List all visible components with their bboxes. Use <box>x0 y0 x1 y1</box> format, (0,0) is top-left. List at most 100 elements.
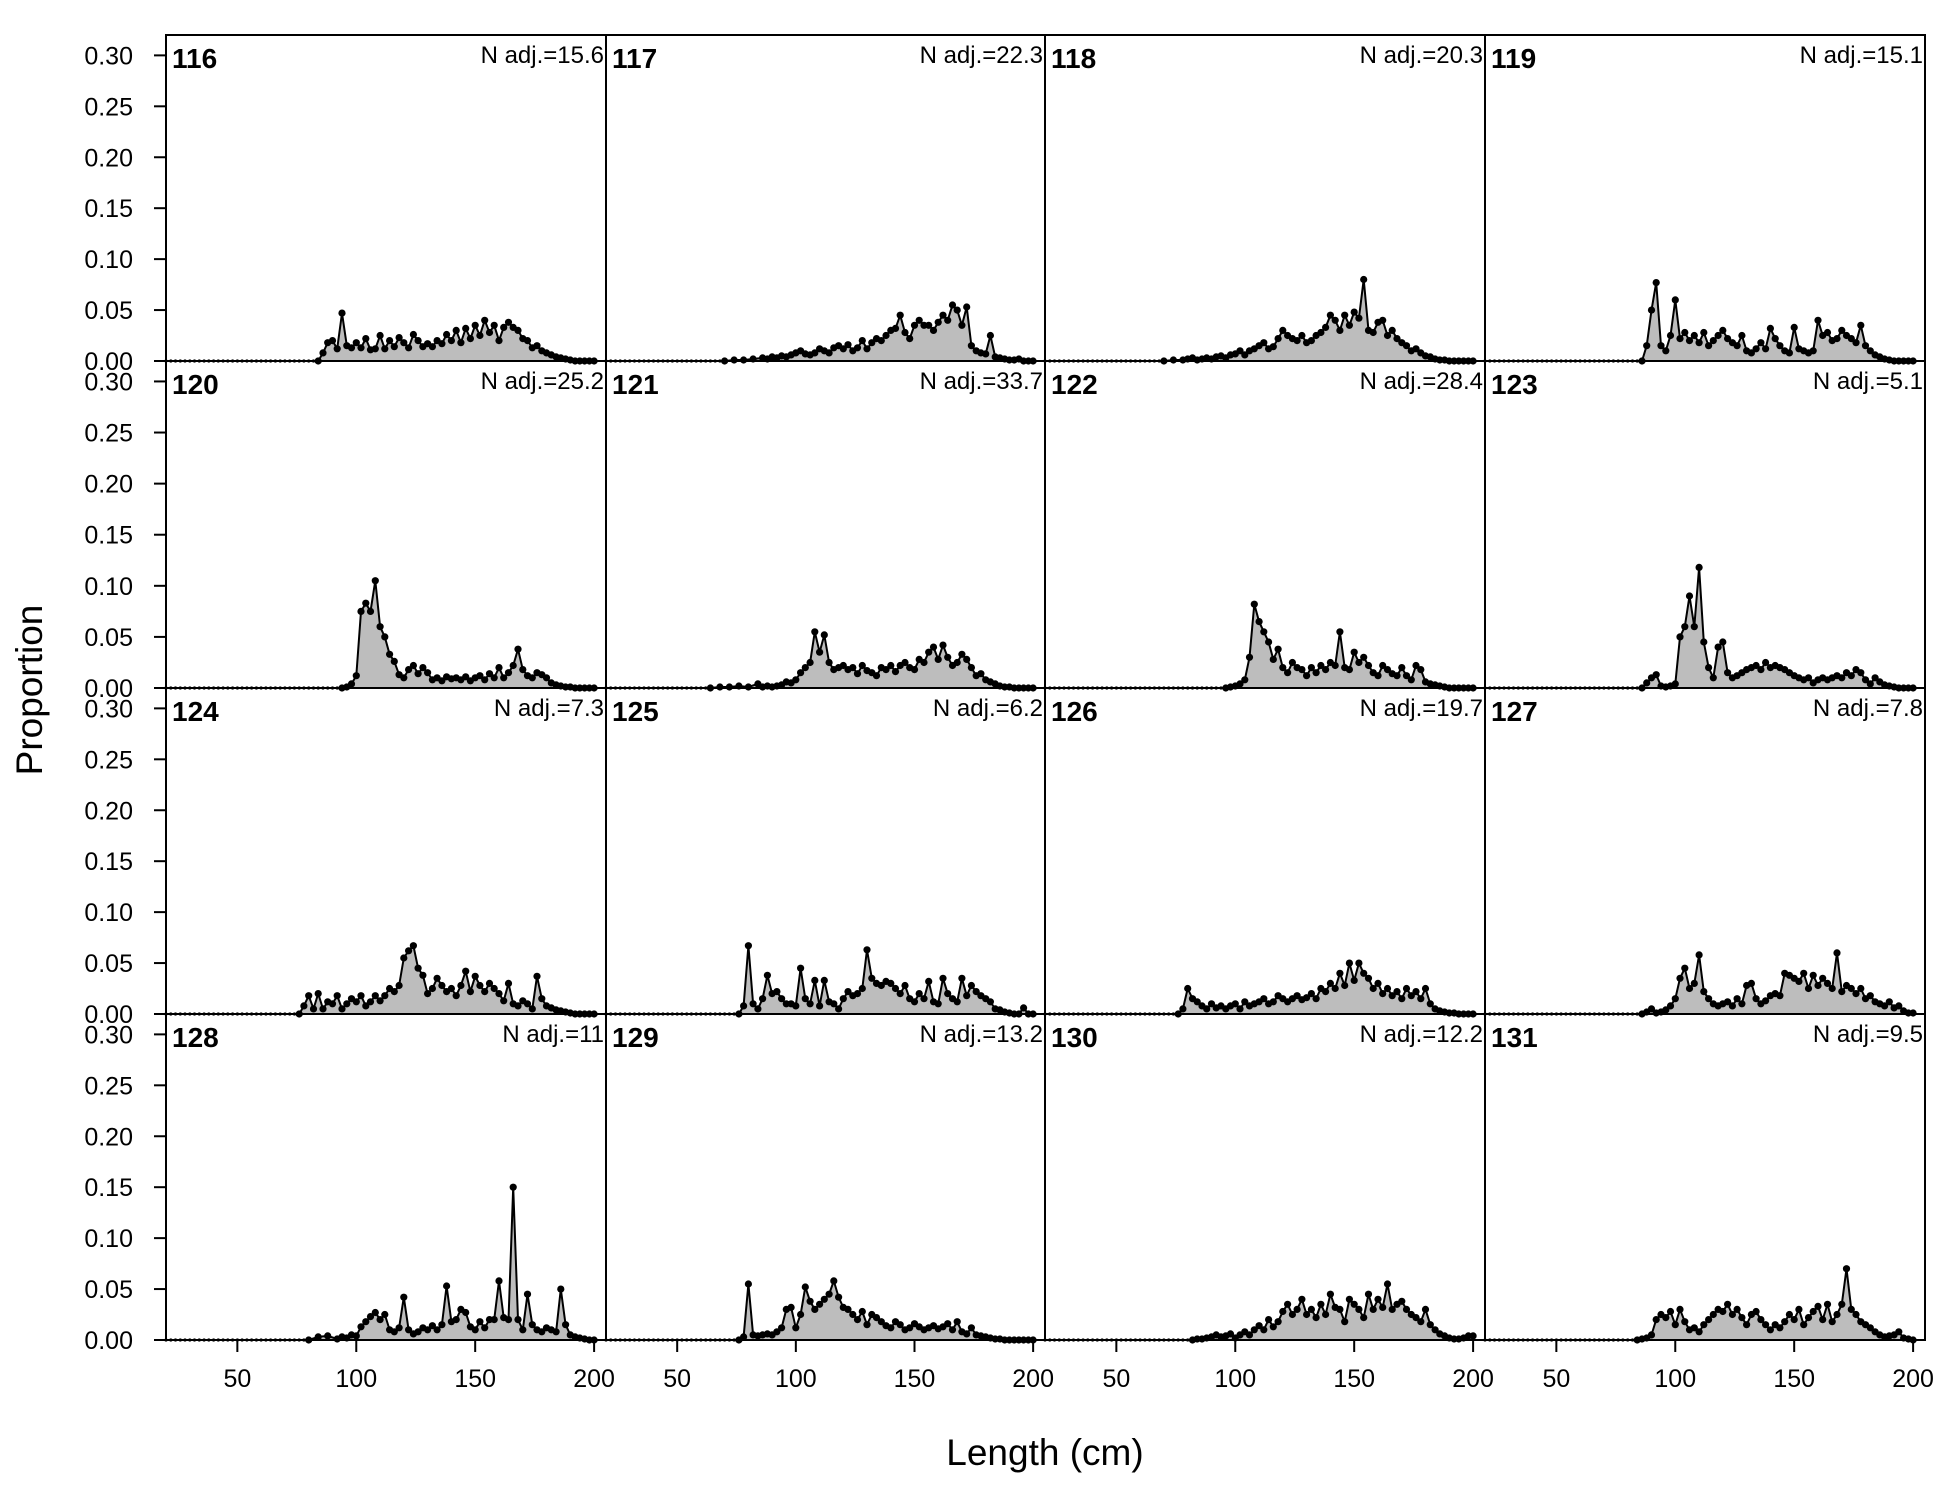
data-point <box>887 979 895 988</box>
data-point <box>1809 971 1817 979</box>
data-point <box>839 661 847 670</box>
data-point <box>390 988 398 996</box>
data-point <box>853 670 862 678</box>
y-tick-label: 0.20 <box>84 1123 133 1151</box>
data-point <box>1695 563 1703 572</box>
data-point <box>466 335 474 343</box>
data-point <box>433 974 441 982</box>
data-point <box>362 1318 370 1326</box>
data-point <box>395 981 403 990</box>
panel-125: 125 N adj.=6.2 <box>604 687 1046 1018</box>
y-tick-label: 0.30 <box>84 368 133 396</box>
data-point <box>863 1321 871 1329</box>
panel-label: 129 <box>612 1022 659 1053</box>
data-point <box>347 344 356 352</box>
data-point <box>1671 1321 1679 1329</box>
data-point <box>749 1000 757 1008</box>
y-tick-label: 0.05 <box>84 624 133 652</box>
data-point <box>1743 1321 1751 1329</box>
data-point <box>1823 328 1832 337</box>
data-point <box>1412 988 1420 996</box>
data-point <box>1364 1290 1373 1298</box>
data-point <box>915 990 923 998</box>
data-point <box>523 337 532 345</box>
data-point <box>1800 1321 1808 1329</box>
data-point <box>1393 988 1401 996</box>
data-point <box>309 1005 318 1013</box>
data-point <box>901 658 909 667</box>
data-point <box>1393 672 1401 680</box>
panel-118: 118 N adj.=20.3 <box>1043 34 1486 365</box>
data-point <box>963 992 971 1000</box>
y-tick-label: 0.10 <box>84 573 133 601</box>
data-point <box>858 337 866 345</box>
data-point <box>1388 326 1396 334</box>
data-point <box>1417 666 1425 674</box>
data-point <box>1647 1005 1656 1013</box>
data-point <box>801 1283 809 1291</box>
data-point <box>1379 1303 1387 1311</box>
panel-n-label: N adj.=15.1 <box>1800 42 1923 69</box>
panel-label: 123 <box>1491 369 1538 400</box>
data-point <box>300 1002 308 1010</box>
data-point <box>1705 664 1713 672</box>
data-point <box>1412 345 1420 353</box>
data-point <box>1662 1006 1670 1014</box>
data-point <box>1852 990 1860 998</box>
panel-label: 124 <box>172 696 219 727</box>
data-point <box>1795 977 1803 986</box>
data-point <box>371 1308 379 1317</box>
data-point <box>787 1303 795 1311</box>
data-point <box>1676 633 1684 641</box>
data-point <box>953 658 961 667</box>
data-point <box>1709 674 1717 682</box>
data-point <box>1388 1305 1396 1313</box>
data-point <box>1355 658 1363 667</box>
data-point <box>1336 628 1344 636</box>
data-point <box>925 321 933 329</box>
panel-126: 126 N adj.=19.7 <box>1043 687 1486 1018</box>
panel-n-label: N adj.=5.1 <box>1813 368 1923 395</box>
data-point <box>925 977 933 986</box>
series-area <box>166 945 595 1014</box>
data-point <box>792 1002 800 1010</box>
x-tick-label: 200 <box>1452 1365 1494 1393</box>
y-tick-label: 0.10 <box>84 246 133 274</box>
data-point <box>481 988 489 996</box>
data-point <box>1255 618 1263 626</box>
data-point <box>428 343 436 351</box>
y-tick-label: 0.25 <box>84 746 133 774</box>
data-point <box>1236 680 1244 688</box>
data-point <box>1298 1295 1306 1303</box>
data-point <box>1733 1305 1741 1313</box>
data-point <box>1341 981 1349 990</box>
data-point <box>1690 331 1698 340</box>
data-point <box>1866 347 1874 355</box>
data-point <box>523 1000 532 1008</box>
data-point <box>896 990 904 998</box>
data-point <box>967 981 976 990</box>
data-point <box>863 946 871 954</box>
data-point <box>1303 994 1311 1002</box>
data-point <box>1412 661 1420 670</box>
x-tick-label: 50 <box>1102 1365 1130 1393</box>
data-point <box>835 1005 843 1013</box>
data-point <box>1857 984 1865 993</box>
data-point <box>1284 669 1292 677</box>
x-tick-label: 100 <box>335 1365 377 1393</box>
data-point <box>390 1328 398 1336</box>
data-point <box>1341 1318 1349 1326</box>
panel-frame <box>1484 687 1926 1015</box>
data-point <box>1020 1004 1028 1012</box>
data-point <box>1236 1005 1244 1013</box>
data-point <box>939 974 947 982</box>
data-point <box>1288 658 1296 667</box>
data-point <box>1274 335 1282 343</box>
data-point <box>844 1305 852 1313</box>
series-area <box>1485 282 1914 361</box>
data-point <box>891 984 900 993</box>
data-point <box>462 673 470 681</box>
data-point <box>1666 331 1675 340</box>
data-point <box>1369 984 1377 993</box>
